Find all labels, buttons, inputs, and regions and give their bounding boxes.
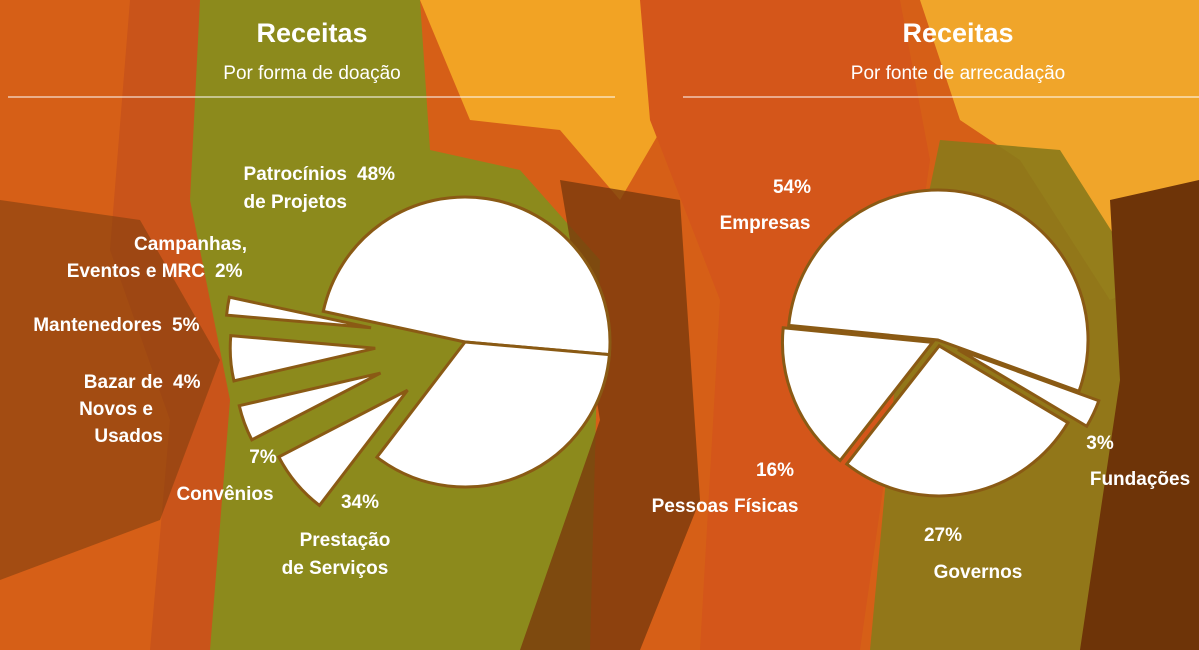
slice-label: Campanhas, [134, 234, 247, 255]
slice-label: Fundações [1090, 469, 1190, 490]
value-label: 5% [172, 315, 200, 336]
slice-label: Novos e [79, 399, 153, 420]
slice-label: Pessoas Físicas [652, 496, 799, 517]
slice-label: Convênios [176, 484, 273, 505]
slice-label: Bazar de [84, 372, 163, 393]
value-label: 27% [924, 525, 962, 546]
slice-label: Mantenedores [33, 315, 162, 336]
value-label: 16% [756, 460, 794, 481]
infographic: Receitas Por forma de doação Receitas Po… [0, 0, 1199, 650]
slice-label: Patrocínios [244, 164, 347, 185]
slice-label: Empresas [720, 213, 811, 234]
value-label: 4% [173, 372, 201, 393]
slice-label: Eventos e MRC [67, 261, 206, 282]
chart-title: Receitas [256, 18, 367, 48]
slice-label: Usados [94, 426, 163, 447]
value-label: 3% [1086, 433, 1114, 454]
chart-subtitle: Por fonte de arrecadação [851, 63, 1065, 84]
chart-title: Receitas [902, 18, 1013, 48]
slice-label: de Serviços [282, 558, 389, 579]
chart-subtitle: Por forma de doação [223, 63, 400, 84]
value-label: 2% [215, 261, 243, 282]
slice-label: de Projetos [244, 192, 347, 213]
value-label: 54% [773, 177, 811, 198]
slice-label: Prestação [300, 530, 391, 551]
value-label: 7% [249, 447, 277, 468]
slice-label: Governos [934, 562, 1023, 583]
value-label: 48% [357, 164, 395, 185]
value-label: 34% [341, 492, 379, 513]
